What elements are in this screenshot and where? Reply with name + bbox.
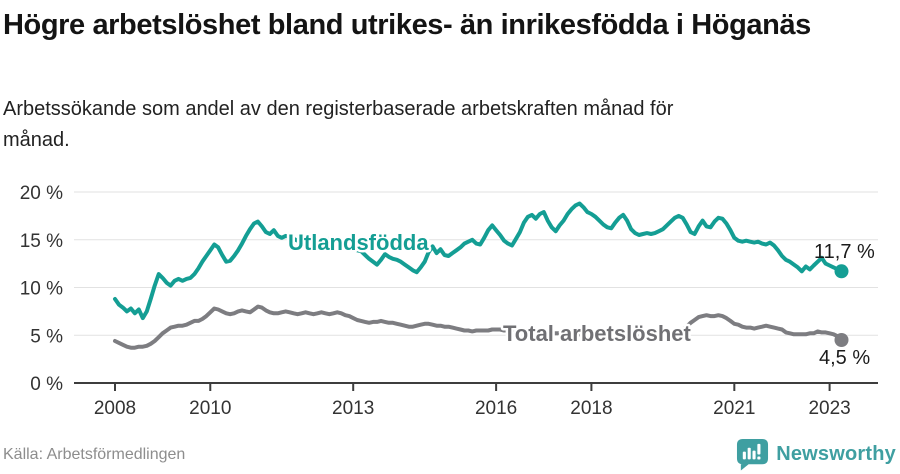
- newsworthy-logo: Newsworthy: [736, 438, 896, 471]
- end-value-label-utlandsfodda: 11,7 %: [814, 241, 875, 263]
- x-axis-tick-label: 2018: [570, 398, 612, 419]
- series-label-total-arbetsloshet: Total arbetslöshet: [503, 321, 692, 346]
- x-axis-tick-label: 2021: [713, 398, 755, 419]
- chart-subtitle: Arbetssökande som andel av den registerb…: [3, 98, 674, 151]
- y-axis-tick-label: 0 %: [30, 374, 63, 395]
- y-axis-tick-label: 5 %: [30, 326, 63, 347]
- x-axis-tick-label: 2016: [475, 398, 517, 419]
- y-axis-tick-label: 10 %: [20, 279, 63, 300]
- chart-title: Högre arbetslöshet bland utrikes- än inr…: [3, 9, 811, 41]
- bar-3: [752, 450, 756, 460]
- series-end-dot-utlandsfodda: [834, 264, 849, 279]
- series-line-total-arbetsloshet: [113, 304, 844, 350]
- unemployment-line-chart: 0 % 5 % 10 % 15 % 20 % 2008 2010 2013 2016 2018 20…: [20, 183, 878, 419]
- x-axis-tick-label: 2013: [332, 398, 374, 419]
- exclamation-dot: [757, 456, 761, 460]
- newsworthy-logo-text: Newsworthy: [776, 443, 896, 465]
- y-axis-tick-label: 15 %: [20, 231, 63, 252]
- x-axis-tick-label: 2008: [94, 398, 136, 419]
- series-line-utlandsfodda: [113, 201, 844, 321]
- bar-2: [747, 447, 751, 460]
- y-axis-tick-label: 20 %: [20, 183, 63, 204]
- x-axis-tick-label: 2010: [189, 398, 231, 419]
- newsworthy-logo-icon: [737, 438, 769, 471]
- source-note: Källa: Arbetsförmedlingen: [3, 446, 186, 463]
- exclamation-bar: [757, 443, 761, 455]
- x-axis-tick-label: 2023: [808, 398, 850, 419]
- series-label-utlandsfodda: Utlandsfödda: [288, 230, 429, 255]
- end-value-label-total-arbetsloshet: 4,5 %: [819, 347, 870, 369]
- series-end-dot-total-arbetsloshet: [834, 333, 849, 347]
- bar-1: [742, 451, 747, 460]
